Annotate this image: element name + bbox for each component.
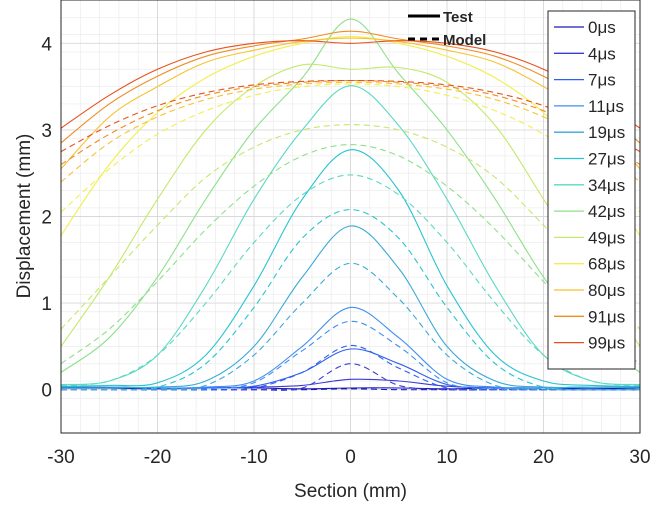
legend-item: 91μs (554, 307, 625, 326)
series-42μs (60, 18, 641, 373)
legend-label: 91μs (588, 307, 625, 326)
model-line (60, 79, 641, 165)
plot-frame (60, 0, 641, 434)
legend-item: 49μs (554, 228, 625, 247)
legend-label: 49μs (588, 228, 625, 247)
series-legend-box (547, 10, 636, 370)
x-axis-ticks: -30 -20 -10 0 10 20 30 (47, 447, 650, 468)
model-line (60, 81, 641, 183)
y-axis-label: Displacement (mm) (14, 134, 35, 299)
model-line (60, 144, 641, 365)
series-legend-items: 0μs 4μs 7μs 11μs 19μs 27μs 34μs 42μs 49μs 68μs 80μ… (554, 18, 625, 353)
test-line (60, 306, 641, 389)
test-line (60, 30, 641, 144)
test-line (60, 40, 641, 129)
test-line (61, 225, 640, 389)
legend-label: 34μs (588, 176, 625, 195)
x-tick-label: -30 (47, 447, 74, 468)
series-91μs (60, 30, 641, 165)
model-line (60, 124, 641, 330)
legend-item: 19μs (554, 123, 625, 142)
style-legend: Test Model (408, 9, 486, 49)
legend-item: 27μs (554, 150, 625, 169)
legend-label: 0μs (588, 18, 616, 37)
legend-label: 27μs (588, 150, 625, 169)
legend-label: 42μs (588, 202, 625, 221)
x-tick-label: 0 (345, 447, 356, 468)
test-line (60, 85, 641, 386)
series-99μs (60, 40, 641, 153)
legend-item: 11μs (554, 97, 624, 116)
series-legend: 0μs 4μs 7μs 11μs 19μs 27μs 34μs 42μs 49μs 68μs 80μ… (547, 10, 636, 370)
legend-label: 68μs (588, 255, 625, 274)
series-80μs (60, 37, 641, 183)
x-axis-label: Section (mm) (294, 481, 407, 502)
series-49μs (60, 63, 641, 347)
series-11μs (60, 306, 641, 391)
legend-item: 34μs (554, 176, 625, 195)
test-line (60, 63, 641, 347)
series-19μs (60, 225, 641, 391)
series-34μs (60, 85, 641, 386)
legend-label: 11μs (588, 97, 624, 116)
x-tick-label: -20 (144, 447, 171, 468)
legend-item: 80μs (554, 281, 625, 300)
test-line (60, 37, 641, 170)
legend-item: 4μs (554, 44, 616, 63)
y-tick-label: 2 (41, 208, 52, 229)
series-27μs (60, 149, 641, 391)
test-line (60, 18, 641, 373)
legend-item: 68μs (554, 255, 625, 274)
legend-label: 99μs (588, 334, 625, 353)
legend-label: 19μs (588, 123, 625, 142)
x-tick-label: 20 (533, 447, 554, 468)
legend-item: 7μs (554, 71, 616, 90)
legend-item: 99μs (554, 334, 625, 353)
x-tick-label: 10 (436, 447, 457, 468)
x-tick-label: 30 (629, 447, 650, 468)
style-legend-solid-label: Test (443, 9, 473, 26)
y-tick-label: 0 (41, 381, 52, 402)
y-tick-label: 1 (41, 294, 52, 315)
x-tick-label: -10 (240, 447, 267, 468)
legend-label: 80μs (588, 281, 625, 300)
legend-label: 4μs (588, 44, 616, 63)
series-layer (60, 18, 641, 391)
test-line (60, 149, 641, 387)
legend-item: 42μs (554, 202, 625, 221)
plot-area (60, 0, 641, 434)
model-line (60, 83, 641, 213)
y-tick-label: 3 (41, 121, 52, 142)
model-line (61, 320, 640, 391)
model-line (60, 79, 641, 153)
style-legend-dashed-label: Model (443, 32, 486, 49)
legend-label: 7μs (588, 71, 616, 90)
legend-item: 0μs (554, 18, 616, 37)
y-axis-ticks: 0 1 2 3 4 (41, 34, 52, 401)
y-tick-label: 4 (41, 34, 52, 55)
